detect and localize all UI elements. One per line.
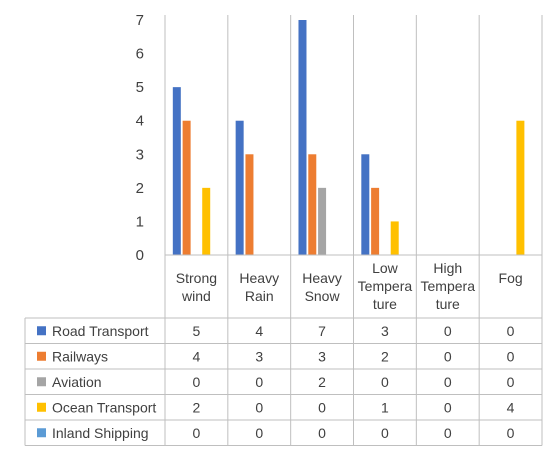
data-table-cell: 5	[193, 323, 201, 339]
data-table-cell: 0	[507, 323, 515, 339]
y-tick-label: 7	[136, 12, 144, 29]
data-table-cell: 0	[193, 374, 201, 390]
legend-swatch	[37, 428, 46, 438]
bar[interactable]	[202, 187, 211, 255]
y-tick-label: 6	[136, 46, 144, 63]
legend-swatch	[37, 351, 46, 361]
data-table-cell: 1	[381, 399, 389, 415]
bar[interactable]	[298, 20, 307, 255]
data-table-cell: 0	[507, 425, 515, 441]
legend-label: Aviation	[52, 374, 102, 390]
bar[interactable]	[318, 187, 327, 255]
bar[interactable]	[361, 154, 370, 255]
data-table-cell: 0	[381, 425, 389, 441]
legend-label: Ocean Transport	[52, 399, 156, 415]
bar[interactable]	[371, 187, 380, 255]
bar[interactable]	[172, 87, 181, 256]
category-label: ture	[373, 296, 397, 312]
y-tick-label: 5	[136, 79, 144, 96]
data-table-cell: 0	[255, 399, 263, 415]
data-table-cell: 3	[318, 348, 326, 364]
data-table-cell: 2	[318, 374, 326, 390]
data-table-cell: 4	[193, 348, 201, 364]
y-tick-label: 4	[136, 113, 144, 130]
y-tick-label: 3	[136, 146, 144, 163]
data-table-cell: 0	[444, 323, 452, 339]
data-table-cell: 7	[318, 323, 326, 339]
data-table-cell: 2	[381, 348, 389, 364]
legend-swatch	[37, 402, 46, 412]
bar[interactable]	[390, 221, 399, 255]
data-table-cell: 0	[444, 348, 452, 364]
category-label: Tempera	[421, 278, 476, 294]
data-table-cell: 3	[255, 348, 263, 364]
data-table-cell: 0	[193, 425, 201, 441]
data-table-cell: 0	[444, 425, 452, 441]
data-table-cell: 0	[507, 374, 515, 390]
data-table-cell: 2	[193, 399, 201, 415]
y-tick-label: 1	[136, 213, 144, 230]
data-table-cell: 0	[507, 348, 515, 364]
category-label: Strong	[176, 270, 217, 286]
data-table-cell: 0	[318, 425, 326, 441]
category-label: Low	[372, 260, 399, 276]
y-tick-label: 0	[136, 247, 144, 264]
data-table-cell: 0	[255, 374, 263, 390]
category-label: wind	[181, 288, 211, 304]
category-label: Fog	[499, 270, 523, 286]
data-table-cell: 0	[381, 374, 389, 390]
bar[interactable]	[245, 154, 254, 255]
bar[interactable]	[182, 120, 191, 255]
data-table-cell: 0	[318, 399, 326, 415]
category-label: Rain	[245, 288, 274, 304]
data-table-cell: 0	[444, 374, 452, 390]
category-label: High	[433, 260, 462, 276]
bar[interactable]	[235, 120, 244, 255]
category-label: Snow	[305, 288, 341, 304]
data-table-cell: 0	[255, 425, 263, 441]
legend-swatch	[37, 326, 46, 336]
category-label: ture	[436, 296, 460, 312]
y-tick-label: 2	[136, 180, 144, 197]
legend-label: Railways	[52, 348, 108, 364]
data-table-cell: 3	[381, 323, 389, 339]
legend-label: Inland Shipping	[52, 425, 149, 441]
data-table-cell: 4	[255, 323, 263, 339]
category-label: Heavy	[239, 270, 279, 286]
bar[interactable]	[516, 120, 525, 255]
data-table-cell: 0	[444, 399, 452, 415]
legend-label: Road Transport	[52, 323, 149, 339]
category-label: Tempera	[358, 278, 413, 294]
category-label: Heavy	[302, 270, 342, 286]
data-table-cell: 4	[507, 399, 515, 415]
legend-swatch	[37, 377, 46, 387]
bar[interactable]	[308, 154, 317, 255]
